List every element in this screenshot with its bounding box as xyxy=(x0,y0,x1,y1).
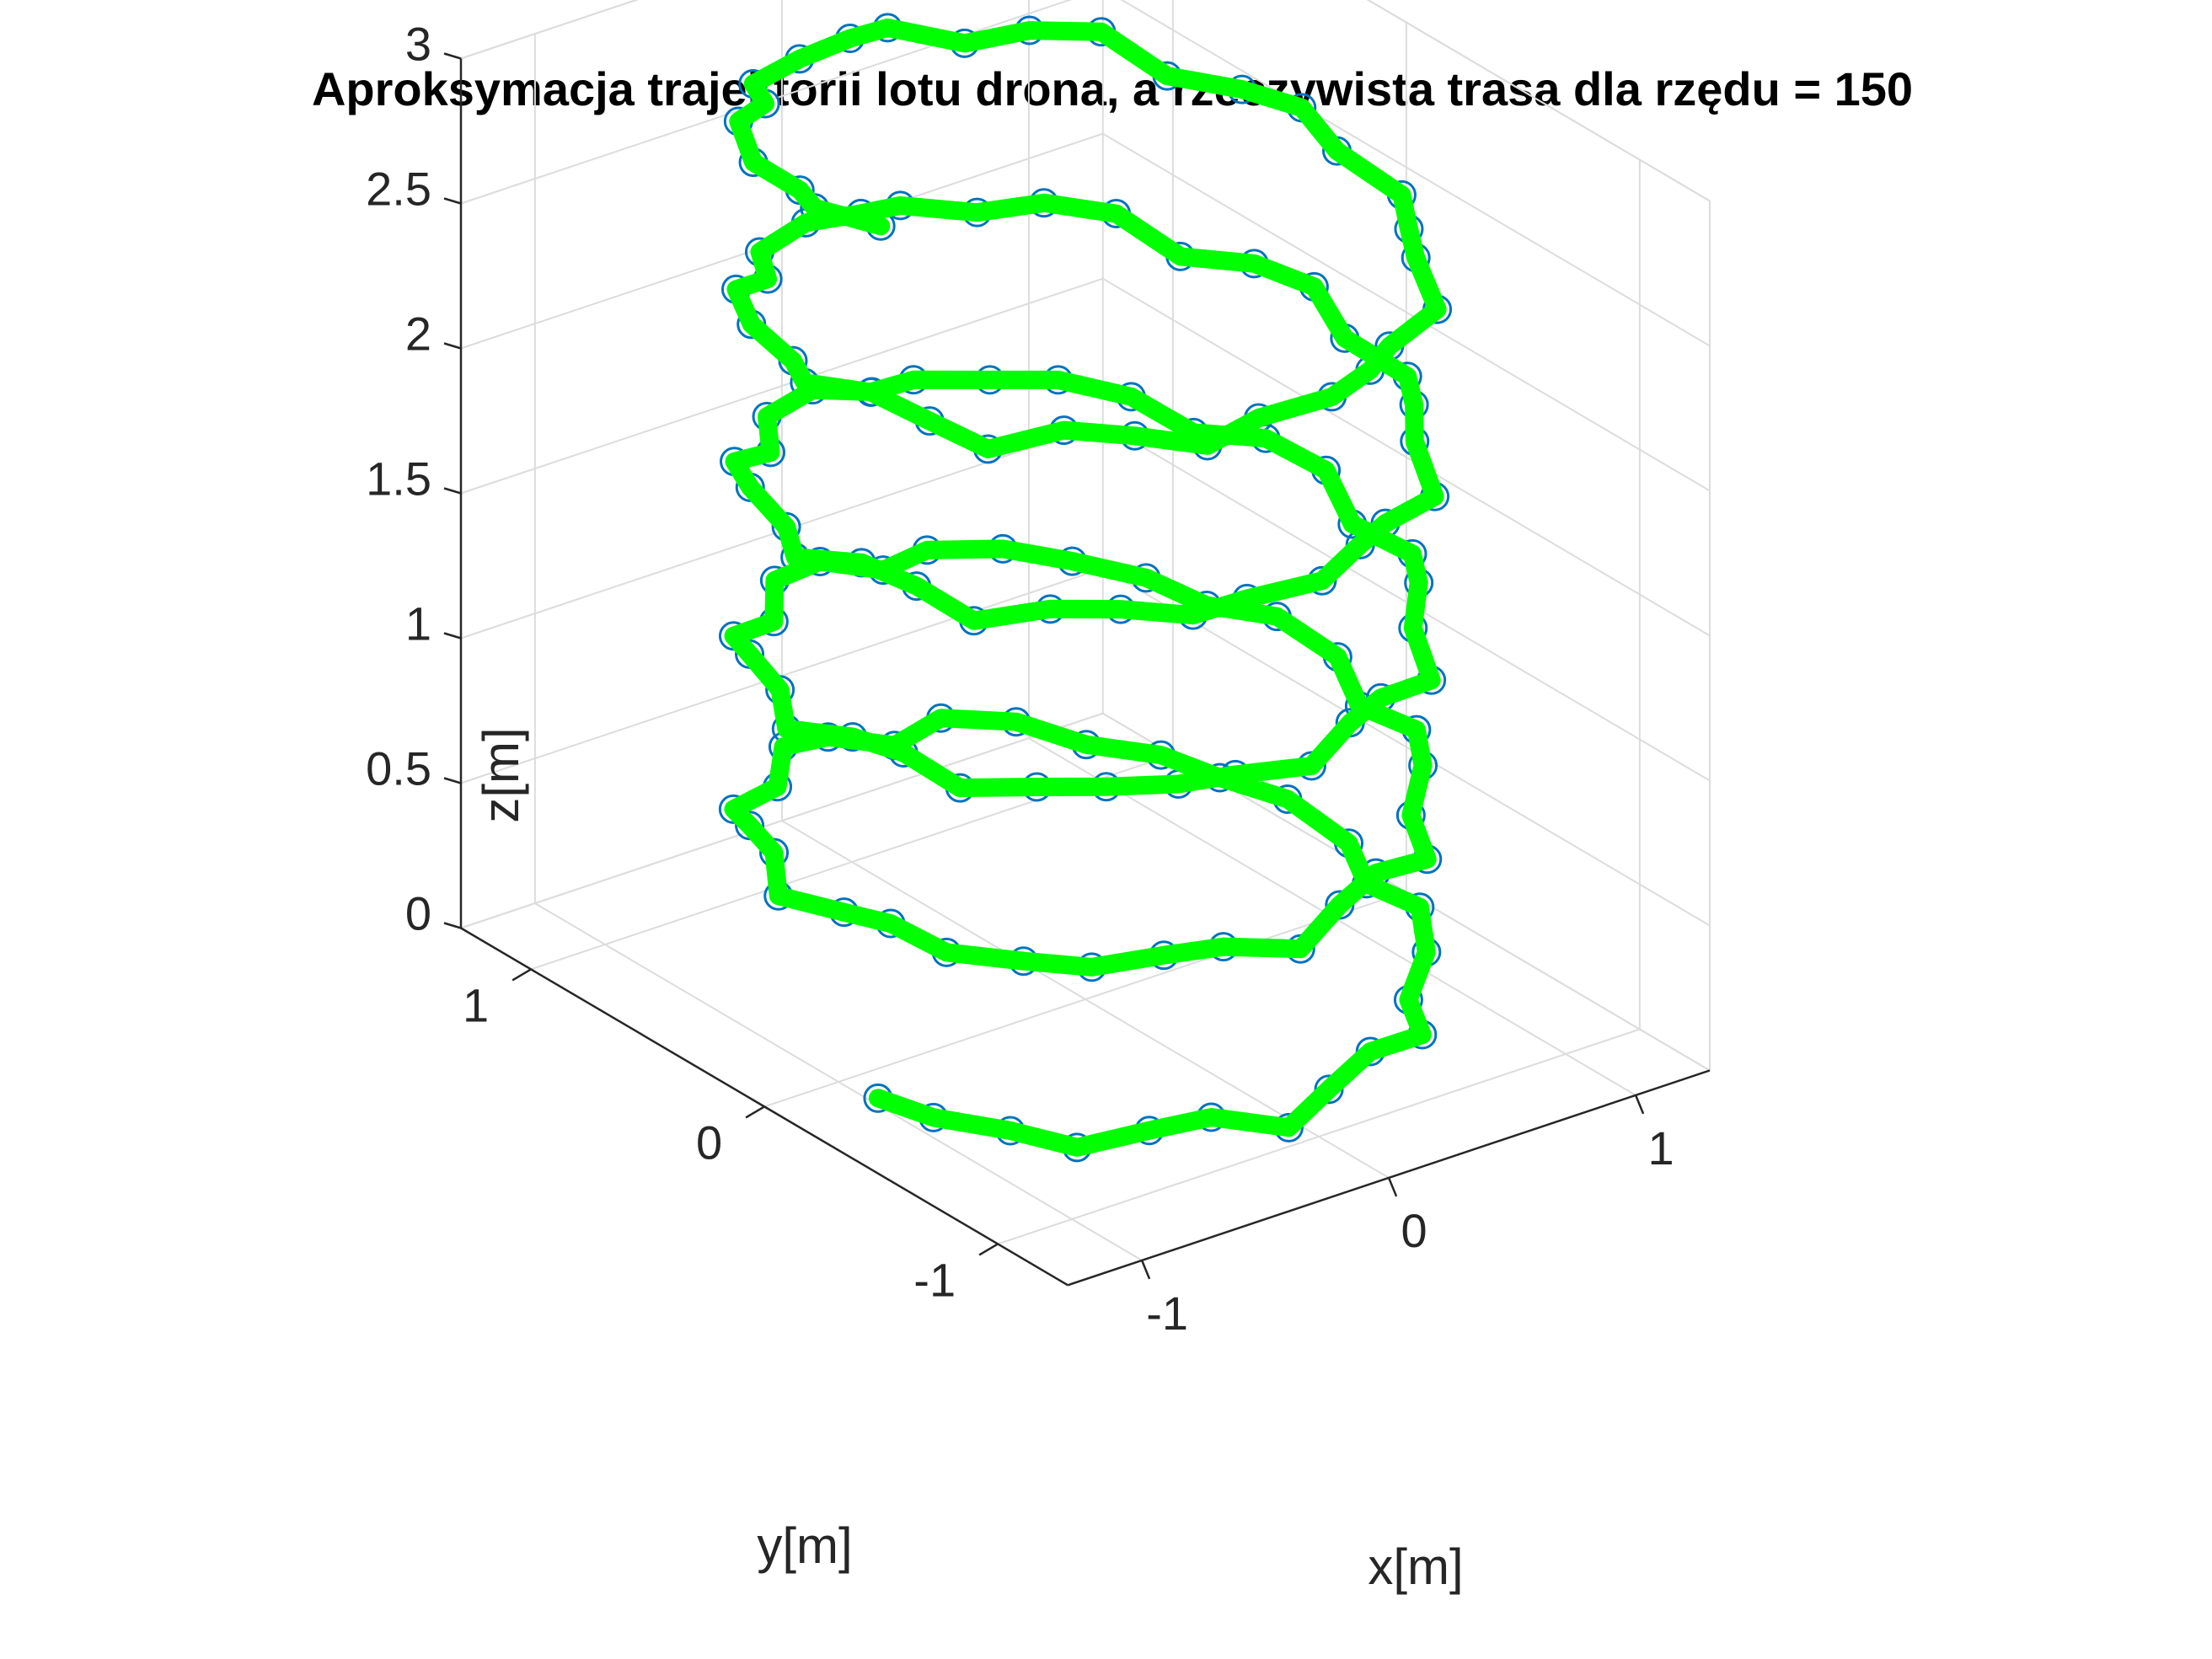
z-tick-mark xyxy=(443,632,462,640)
ticks-layer: 00.511.522.53-101-101 xyxy=(366,18,1674,1340)
z-tick-mark xyxy=(443,487,462,495)
x-axis-label: x[m] xyxy=(1368,1539,1463,1595)
plot-area xyxy=(718,13,1453,1163)
z-tick-mark xyxy=(443,197,462,205)
z-tick-label: 0.5 xyxy=(366,742,431,795)
z-tick-label: 3 xyxy=(405,18,431,71)
z-axis-label: z[m] xyxy=(473,727,529,822)
y-tick-label: 1 xyxy=(463,978,489,1031)
y-tick-label: -1 xyxy=(913,1253,956,1306)
y-tick-mark xyxy=(978,1243,999,1256)
axes-layer xyxy=(459,58,1711,1287)
z-tick-mark xyxy=(443,342,462,350)
y-tick-label: 0 xyxy=(696,1116,722,1169)
z-tick-label: 1.5 xyxy=(366,452,431,506)
y-tick-mark xyxy=(745,1105,765,1119)
z-tick-mark xyxy=(443,52,462,60)
x-tick-label: 0 xyxy=(1401,1204,1427,1257)
z-tick-label: 2 xyxy=(405,308,431,361)
y-tick-mark xyxy=(511,968,532,982)
y-axis-label: y[m] xyxy=(757,1517,852,1574)
x-tick-mark xyxy=(1634,1094,1645,1115)
z-tick-label: 1 xyxy=(405,597,431,650)
z-tick-label: 0 xyxy=(405,887,431,940)
approximation-line xyxy=(724,18,1447,1157)
grid-line xyxy=(997,1028,1641,1245)
chart-title: Aproksymacja trajektorii lotu drona, a r… xyxy=(312,62,1913,115)
box-edge xyxy=(1366,0,1711,202)
x-tick-mark xyxy=(1387,1177,1398,1197)
box-edge xyxy=(460,712,1104,929)
grid-line xyxy=(763,891,1407,1108)
z-tick-mark xyxy=(443,922,462,929)
z-tick-label: 2.5 xyxy=(366,163,431,216)
z-tick-mark xyxy=(443,777,462,784)
grid-layer xyxy=(460,0,1711,1261)
x-tick-mark xyxy=(1140,1260,1151,1280)
x-tick-label: 1 xyxy=(1648,1121,1674,1175)
box-edge xyxy=(460,0,639,60)
x-tick-label: -1 xyxy=(1146,1287,1188,1340)
